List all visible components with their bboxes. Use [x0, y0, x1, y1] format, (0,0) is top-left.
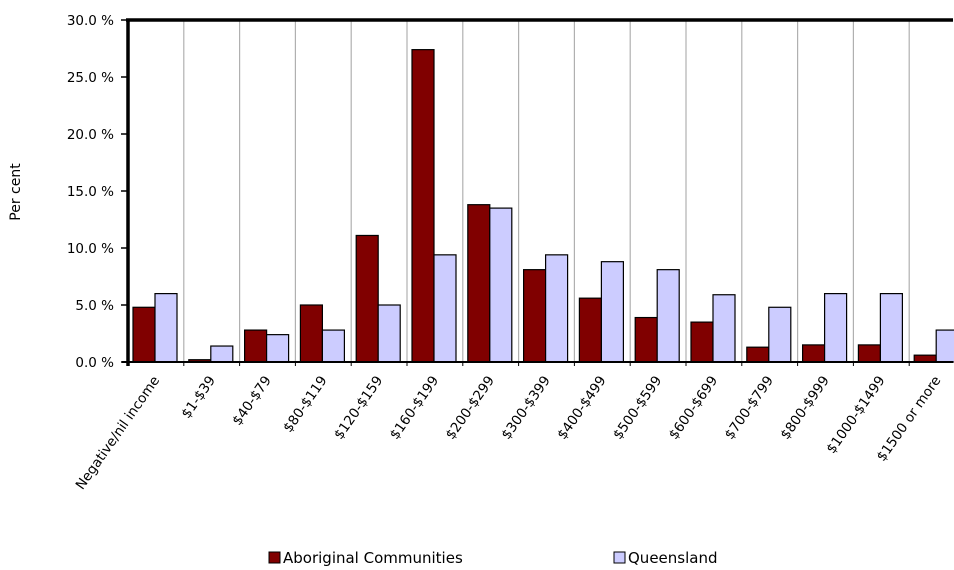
x-tick-label: $120-$159	[331, 373, 386, 442]
x-tick-label: $160-$199	[387, 373, 442, 442]
bar-aboriginal	[467, 204, 491, 363]
bar-queensland	[154, 293, 178, 363]
bar-aboriginal	[244, 329, 268, 363]
bar-aboriginal	[857, 344, 882, 363]
legend: Aboriginal Communities Queensland	[268, 549, 717, 567]
x-tick-label: $600-$699	[666, 373, 721, 442]
x-tick-label: $40-$79	[229, 373, 274, 428]
bar-queensland	[377, 304, 401, 363]
bar-queensland	[879, 293, 904, 363]
bar-queensland	[823, 293, 848, 363]
bar-queensland	[321, 329, 345, 363]
legend-label-aboriginal: Aboriginal Communities	[283, 549, 463, 567]
bar-aboriginal	[132, 306, 156, 363]
bar-queensland	[489, 207, 513, 363]
bar-queensland	[656, 269, 680, 363]
bar-aboriginal	[578, 297, 603, 363]
bar-aboriginal	[913, 354, 937, 363]
bar-aboriginal	[746, 346, 770, 363]
y-tick-label: 25.0 %	[67, 70, 114, 86]
bar-queensland	[935, 329, 954, 363]
x-tick-label: $80-$119	[280, 373, 330, 435]
bar-queensland	[600, 261, 625, 363]
x-tick-label: $1-$39	[178, 373, 219, 421]
y-tick-label: 15.0 %	[67, 184, 114, 200]
bar-aboriginal	[522, 269, 547, 363]
x-tick-label: $300-$399	[498, 373, 553, 442]
legend-swatch-queensland	[613, 551, 626, 564]
x-tick-label: $800-$999	[777, 373, 832, 442]
bar-aboriginal	[634, 316, 658, 363]
bar-queensland	[266, 334, 290, 363]
x-tick-label: $500-$599	[610, 373, 665, 442]
x-tick-label: $1000-$1499	[823, 373, 888, 457]
bar-queensland	[712, 294, 736, 363]
y-tick-labels: 0.0 % 5.0 % 10.0 % 15.0 % 20.0 % 25.0 % 30.0 %	[67, 13, 128, 371]
x-tick-label: $400-$499	[554, 373, 609, 442]
bar-aboriginal	[690, 321, 714, 363]
y-tick-label: 0.0 %	[75, 355, 114, 371]
bar-queensland	[210, 345, 234, 363]
bar-queensland	[768, 306, 792, 363]
legend-label-queensland: Queensland	[628, 549, 717, 567]
x-tick-label: $200-$299	[443, 373, 498, 442]
x-tick-label: $700-$799	[722, 373, 777, 442]
bar-aboriginal	[299, 304, 323, 363]
y-tick-label: 5.0 %	[75, 298, 114, 314]
bar-aboriginal	[801, 344, 826, 363]
y-tick-label: 20.0 %	[67, 127, 114, 143]
y-tick-label: 10.0 %	[67, 241, 114, 257]
y-tick-label: 30.0 %	[67, 13, 114, 29]
bar-queensland	[544, 254, 569, 363]
bar-aboriginal	[411, 49, 435, 363]
y-axis-label: Per cent	[8, 163, 24, 221]
bar-queensland	[433, 254, 457, 363]
bar-aboriginal	[355, 234, 379, 363]
legend-swatch-aboriginal	[268, 551, 281, 564]
x-tick-label: Negative/nil income	[73, 373, 164, 493]
x-tick-labels: Negative/nil income $1-$39 $40-$79 $80-$119…	[73, 362, 944, 493]
gridlines	[183, 20, 910, 362]
bars	[132, 49, 954, 363]
